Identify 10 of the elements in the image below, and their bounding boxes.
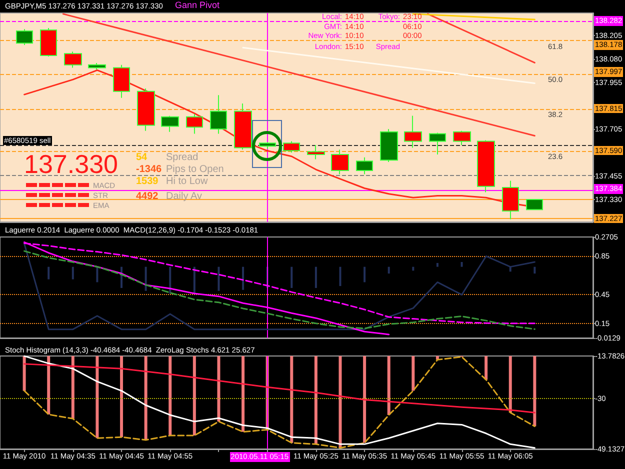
annotation: -1346 xyxy=(136,164,162,174)
annotation: 54 xyxy=(136,152,148,163)
annotation: Hi to Low xyxy=(166,176,208,187)
annotation: 137.330 xyxy=(24,149,118,179)
annotation: Daily Av xyxy=(166,190,202,202)
text: Gann Pivot xyxy=(175,0,220,10)
annotation: Pips to Open xyxy=(166,164,224,174)
annotation: Spread xyxy=(166,152,198,163)
annotation: 1539 xyxy=(136,176,158,187)
annotation: 4492 xyxy=(136,190,158,202)
